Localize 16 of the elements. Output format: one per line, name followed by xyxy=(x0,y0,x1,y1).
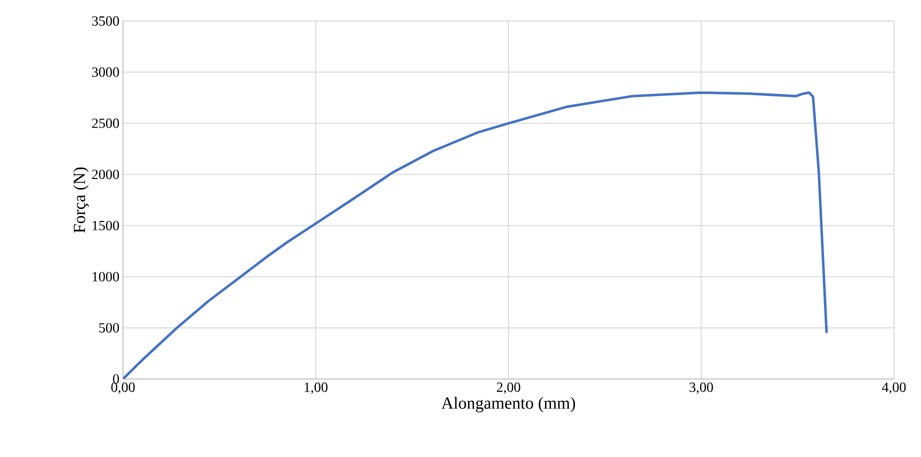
y-tick-label: 1000 xyxy=(92,272,119,282)
x-tick-label: 2,00 xyxy=(496,382,520,394)
x-tick-label: 0,00 xyxy=(111,382,135,394)
line-series xyxy=(123,91,828,379)
y-tick-label: 2000 xyxy=(92,170,119,180)
y-tick-label: 3000 xyxy=(92,67,119,77)
y-axis-title: Força (N) xyxy=(73,167,89,233)
x-axis-title: Alongamento (mm) xyxy=(441,396,576,412)
y-tick-label: 500 xyxy=(99,323,119,333)
x-tick-label: 1,00 xyxy=(304,382,328,394)
y-tick-label: 3500 xyxy=(92,16,119,26)
x-tick-label: 3,00 xyxy=(690,382,713,394)
y-tick-label: 2500 xyxy=(92,118,119,128)
y-tick-label: 0 xyxy=(113,374,119,384)
y-tick-label: 1500 xyxy=(92,220,119,230)
x-tick-label: 4,00 xyxy=(882,382,906,394)
